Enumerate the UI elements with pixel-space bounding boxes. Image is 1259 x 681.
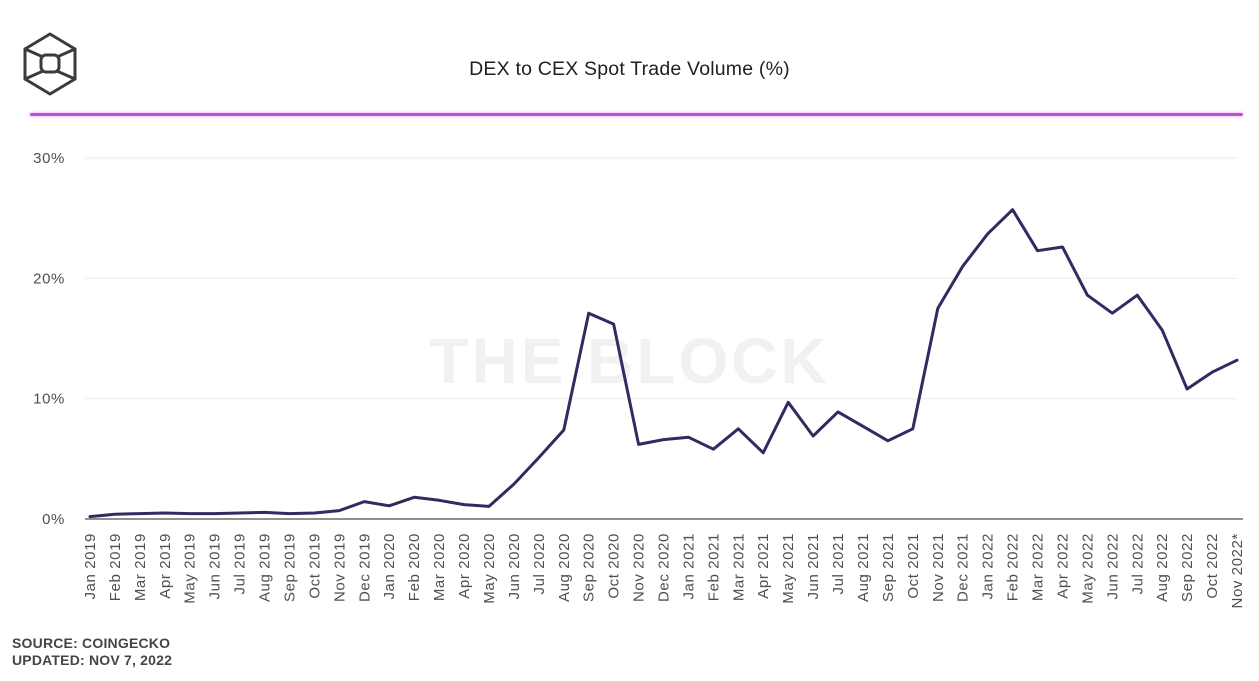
x-tick-label: Jul 2021 [830,533,847,595]
x-tick-label: Sep 2019 [281,533,298,602]
x-tick-label: May 2022 [1079,533,1096,604]
x-tick-label: May 2019 [182,533,199,604]
x-tick-label: Nov 2020 [631,533,648,602]
x-tick-label: Mar 2020 [431,533,448,601]
x-tick-label: Apr 2019 [157,533,174,599]
x-tick-label: Nov 2019 [331,533,348,602]
x-tick-label: Aug 2021 [855,533,872,602]
x-tick-label: Dec 2019 [356,533,373,602]
x-tick-label: Aug 2022 [1154,533,1171,602]
x-tick-label: Feb 2020 [406,533,423,601]
watermark: THE BLOCK [429,325,830,397]
x-tick-label: Apr 2020 [456,533,473,599]
x-tick-label: Oct 2022 [1204,533,1221,599]
updated-line: UPDATED: NOV 7, 2022 [12,652,173,668]
x-tick-label: Oct 2019 [306,533,323,599]
x-tick-label: Mar 2022 [1030,533,1047,601]
x-tick-label: Jan 2022 [980,533,997,600]
x-tick-label: Nov 2022* [1229,533,1246,608]
source-note: SOURCE: COINGECKO UPDATED: NOV 7, 2022 [12,635,172,669]
x-tick-label: Aug 2020 [556,533,573,602]
x-tick-label: Jul 2020 [531,533,548,595]
x-tick-label: Dec 2020 [656,533,673,602]
x-tick-label: Aug 2019 [257,533,274,602]
the-block-logo-icon [23,32,77,96]
x-tick-label: Dec 2021 [955,533,972,602]
x-tick-label: Mar 2019 [132,533,149,601]
trend-line [88,208,1239,519]
x-tick-label: Jul 2019 [232,533,249,595]
x-tick-label: Jun 2020 [506,533,523,600]
x-tick-label: Sep 2022 [1179,533,1196,602]
x-tick-label: Jun 2021 [805,533,822,600]
source-line: SOURCE: COINGECKO [12,635,171,651]
logo-inner-cube [39,53,61,74]
x-tick-label: Sep 2020 [581,533,598,602]
x-tick-label: Nov 2021 [930,533,947,602]
y-tick-label: 0% [42,511,65,528]
x-tick-label: Sep 2021 [880,533,897,602]
y-tick-label: 10% [33,391,65,408]
x-tick-label: Jan 2021 [680,533,697,600]
chart-title: DEX to CEX Spot Trade Volume (%) [469,58,790,80]
x-tick-label: Oct 2021 [905,533,922,599]
x-tick-label: Feb 2021 [705,533,722,601]
x-tick-label: Jun 2019 [207,533,224,600]
y-tick-label: 20% [33,270,65,287]
y-tick-label: 30% [33,150,65,167]
x-tick-label: Apr 2021 [755,533,772,599]
x-tick-label: May 2021 [780,533,797,604]
x-tick-label: Oct 2020 [606,533,623,599]
x-tick-label: Jan 2020 [381,533,398,600]
x-tick-label: Jul 2022 [1129,533,1146,595]
x-tick-label: Jun 2022 [1104,533,1121,600]
accent-rule [30,113,1243,116]
x-tick-label: Apr 2022 [1054,533,1071,599]
x-tick-label: Feb 2022 [1005,533,1022,601]
x-tick-label: Feb 2019 [107,533,124,601]
x-tick-label: May 2020 [481,533,498,604]
x-tick-label: Mar 2021 [730,533,747,601]
x-tick-label: Jan 2019 [82,533,99,600]
